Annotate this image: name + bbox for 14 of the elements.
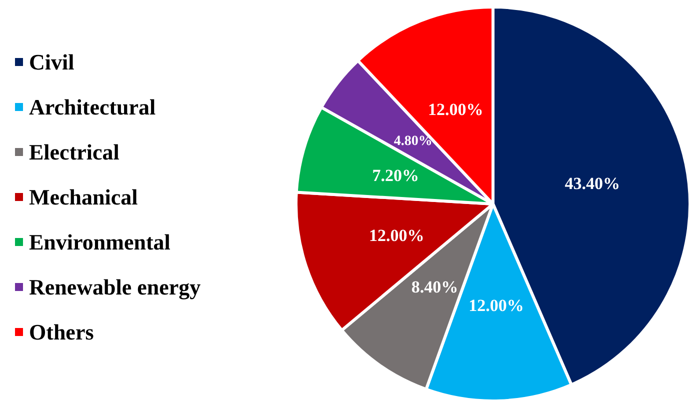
data-label: 43.40% <box>564 174 620 193</box>
legend-label: Architectural <box>29 94 156 120</box>
data-label: 4.80% <box>394 134 432 149</box>
data-label: 12.00% <box>368 226 424 246</box>
legend-label: Environmental <box>29 230 170 254</box>
data-label: 12.00% <box>428 100 484 120</box>
data-label: 8.40% <box>411 278 458 297</box>
legend-label: Electrical <box>29 140 120 164</box>
legend-label: Mechanical <box>29 184 138 210</box>
data-label: 12.00% <box>468 296 524 315</box>
legend-label: Others <box>29 320 94 344</box>
legend-label: Civil <box>29 50 74 74</box>
legend-label: Renewable energy <box>29 274 201 300</box>
data-label: 7.20% <box>372 166 420 185</box>
